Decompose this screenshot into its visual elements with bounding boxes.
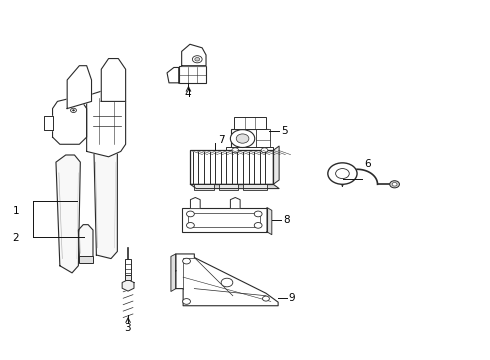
Polygon shape [52, 98, 87, 144]
Bar [125, 275, 131, 280]
Text: 2: 2 [13, 233, 19, 243]
Circle shape [236, 134, 249, 143]
Polygon shape [87, 89, 125, 157]
Polygon shape [94, 144, 117, 258]
Bar [191, 150, 273, 184]
Text: 9: 9 [289, 293, 295, 303]
Polygon shape [191, 184, 279, 189]
Bar [226, 147, 273, 154]
Circle shape [71, 108, 76, 112]
Polygon shape [171, 254, 176, 292]
Circle shape [221, 278, 233, 287]
Circle shape [328, 163, 357, 184]
Polygon shape [273, 146, 279, 184]
Bar [79, 256, 93, 263]
Bar [256, 129, 270, 148]
Polygon shape [267, 207, 272, 235]
Polygon shape [191, 198, 200, 207]
Polygon shape [78, 225, 93, 261]
Circle shape [263, 296, 270, 301]
Bar [231, 129, 269, 148]
Polygon shape [230, 198, 240, 207]
Polygon shape [176, 254, 278, 306]
Polygon shape [122, 280, 134, 291]
Polygon shape [167, 67, 179, 83]
Text: 1: 1 [13, 206, 19, 216]
Circle shape [336, 168, 349, 179]
Circle shape [392, 183, 397, 186]
Text: 6: 6 [365, 159, 371, 169]
Bar [124, 259, 131, 275]
Text: 7: 7 [218, 135, 224, 145]
Circle shape [390, 181, 399, 188]
Polygon shape [56, 155, 80, 273]
Circle shape [254, 222, 262, 228]
Circle shape [183, 298, 191, 304]
Polygon shape [44, 116, 52, 130]
Circle shape [232, 148, 239, 153]
Circle shape [230, 130, 255, 148]
Circle shape [187, 211, 195, 217]
Circle shape [183, 258, 191, 264]
Bar [182, 207, 267, 232]
Polygon shape [101, 59, 125, 102]
Circle shape [195, 58, 200, 61]
Bar [195, 184, 214, 190]
Text: 4: 4 [184, 89, 191, 99]
Circle shape [261, 148, 268, 153]
Circle shape [254, 211, 262, 217]
Polygon shape [182, 44, 206, 66]
Bar [234, 117, 266, 129]
Bar [219, 184, 238, 190]
Bar [243, 184, 268, 190]
Polygon shape [67, 66, 92, 109]
Bar [179, 66, 206, 83]
Text: 8: 8 [283, 215, 290, 225]
Circle shape [187, 222, 195, 228]
Text: 3: 3 [124, 323, 130, 333]
Circle shape [193, 56, 202, 63]
Text: 5: 5 [282, 126, 288, 136]
Circle shape [73, 110, 74, 111]
Bar [189, 212, 260, 227]
